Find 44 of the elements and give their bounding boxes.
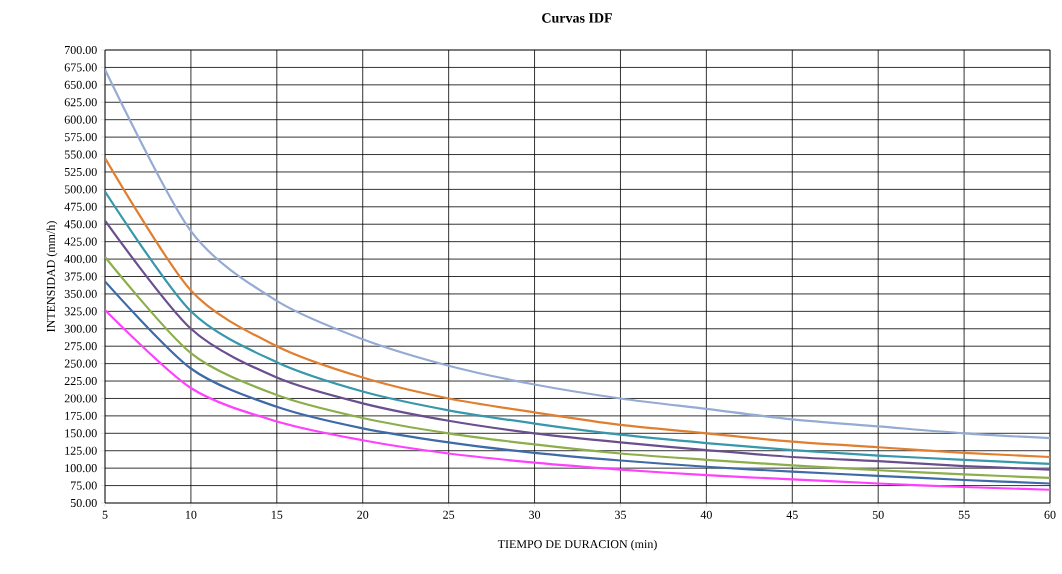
x-tick-label: 10	[185, 510, 197, 519]
x-tick-label: 25	[443, 510, 455, 519]
y-axis-title: INTENSIDAD (mm/h)	[46, 221, 58, 332]
x-tick-label: 15	[271, 510, 283, 519]
y-tick-label: 50.00	[70, 498, 97, 508]
y-tick-label: 150.00	[65, 429, 97, 438]
x-tick-label: 60	[1044, 510, 1056, 519]
line-series	[105, 308, 1051, 491]
x-tick-label: 50	[872, 510, 884, 519]
y-tick-label: 350.00	[64, 289, 97, 298]
y-tick-label: 700.00	[65, 45, 97, 55]
y-tick-label: 475.00	[64, 202, 97, 211]
x-tick-label: 35	[615, 510, 626, 519]
y-tick-label: 100.00	[65, 464, 97, 473]
y-tick-label: 325.00	[64, 307, 97, 316]
y-tick-label: 400.00	[64, 255, 97, 264]
y-tick-label: 450.00	[64, 220, 97, 229]
x-tick-label: 40	[700, 510, 712, 519]
y-tick-label: 275.00	[64, 342, 97, 351]
chart-title: Curvas IDF	[542, 13, 612, 23]
y-tick-label: 225.00	[64, 376, 97, 386]
y-tick-label: 675.00	[64, 63, 97, 72]
x-tick-label: 55	[958, 510, 970, 519]
y-tick-label: 550.00	[64, 150, 97, 159]
y-tick-label: 500.00	[64, 185, 97, 194]
y-tick-label: 575.00	[64, 133, 97, 142]
y-tick-label: 75.00	[71, 481, 97, 490]
x-tick-label: 30	[529, 510, 541, 519]
y-tick-label: 175.00	[65, 411, 97, 420]
y-tick-label: 625.00	[64, 98, 97, 107]
y-tick-label: 600.00	[64, 115, 97, 124]
y-tick-label: 200.00	[64, 394, 97, 403]
y-tick-label: 425.00	[64, 237, 97, 246]
y-tick-label: 250.00	[64, 359, 97, 368]
x-tick-label: 45	[786, 510, 798, 519]
x-axis-title: TIEMPO DE DURACION (min)	[497, 539, 657, 551]
x-tick-label: 5	[102, 510, 108, 519]
y-tick-label: 525.00	[64, 167, 97, 177]
y-tick-label: 375.00	[64, 272, 97, 281]
y-tick-label: 650.00	[64, 80, 97, 89]
y-tick-label: 300.00	[64, 324, 97, 333]
x-tick-label: 20	[357, 510, 369, 519]
line-series	[105, 68, 1051, 440]
y-tick-label: 125.00	[65, 446, 97, 455]
